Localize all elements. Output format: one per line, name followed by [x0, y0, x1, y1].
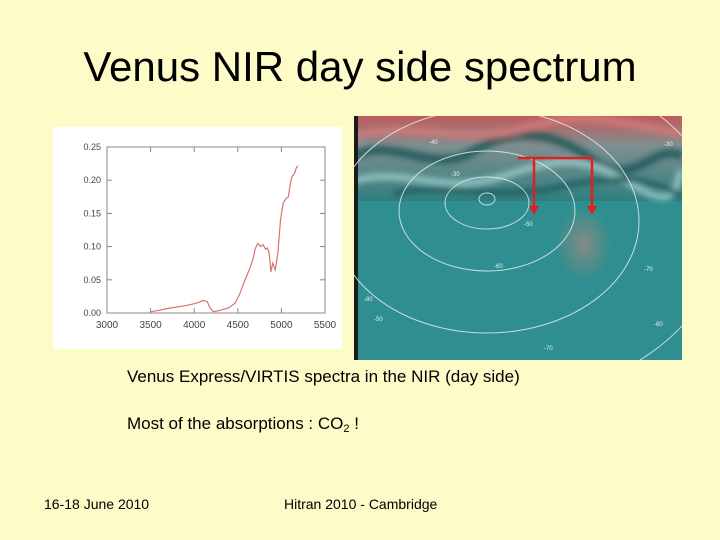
map-contours: [354, 116, 682, 360]
virtis-map-image: -30 -50 -60 -70 -80 -30 -40 -50 -60 -70: [354, 116, 682, 360]
y-tick-label: 0.15: [83, 208, 101, 218]
contour-label: -30: [664, 142, 673, 148]
spectrum-plot: 0.00 0.05 0.10 0.15 0.20 0.25 3000 3500 4000 4500…: [53, 127, 342, 349]
footer-conference: Hitran 2010 - Cambridge: [284, 496, 438, 512]
contour-label: -70: [544, 346, 553, 352]
note-suffix: !: [349, 414, 359, 433]
cloud-texture: [354, 116, 682, 201]
x-tick-label: 4500: [227, 320, 250, 331]
contour-label: -30: [451, 172, 460, 178]
region-marker-bracket: [518, 156, 597, 215]
y-tick-label: 0.20: [83, 175, 101, 185]
map-left-edge: [354, 116, 358, 360]
slide-title: Venus NIR day side spectrum: [83, 43, 637, 90]
note-text: Most of the absorptions : CO: [127, 414, 344, 433]
map-contour-labels: -30 -50 -60 -70 -80 -30 -40 -50 -60 -70: [364, 140, 673, 352]
y-tick-label: 0.10: [83, 242, 101, 252]
x-tick-label: 5000: [270, 320, 293, 331]
contour-label: -70: [644, 267, 653, 273]
spectrum-chart-svg: 0.00 0.05 0.10 0.15 0.20 0.25 3000 3500 4000 4500…: [83, 142, 337, 331]
spectrum-series-line: [150, 165, 299, 313]
figure-caption: Venus Express/VIRTIS spectra in the NIR …: [127, 367, 520, 386]
x-tick-label: 4000: [183, 320, 206, 331]
contour-label: -50: [374, 317, 383, 323]
absorption-note: Most of the absorptions : CO2 !: [127, 413, 359, 440]
x-tick-label: 3500: [139, 320, 162, 331]
contour-label: -40: [429, 140, 438, 146]
map-bright-spot: [556, 208, 612, 280]
virtis-map-svg: -30 -50 -60 -70 -80 -30 -40 -50 -60 -70: [354, 116, 682, 360]
y-tick-label: 0.25: [83, 142, 101, 152]
y-tick-label: 0.05: [83, 275, 101, 285]
note-subscript: 2: [343, 423, 350, 435]
contour-label: -50: [524, 222, 533, 228]
plot-frame: [106, 146, 326, 314]
contour-label: -80: [364, 297, 373, 303]
contour-label: -60: [654, 322, 663, 328]
contour-label: -60: [494, 264, 503, 270]
x-tick-label: 3000: [96, 320, 119, 331]
y-tick-label: 0.00: [83, 308, 101, 318]
footer-date: 16-18 June 2010: [44, 496, 150, 512]
x-tick-label: 5500: [314, 320, 337, 331]
